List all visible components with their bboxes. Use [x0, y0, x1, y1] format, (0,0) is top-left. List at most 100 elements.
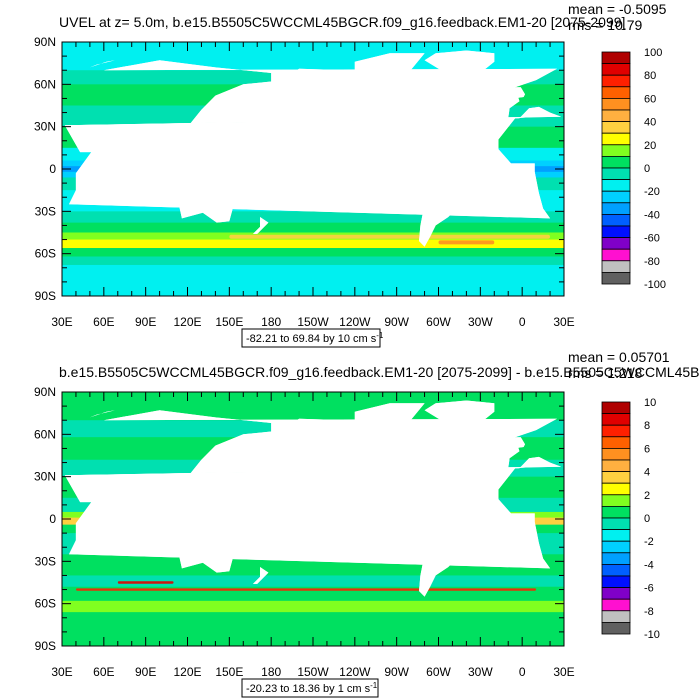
map-area	[61, 41, 565, 297]
colorbar-swatch	[601, 505, 631, 519]
colorbar-label: 0	[644, 163, 650, 175]
colorbar-label: 80	[644, 70, 656, 82]
colorbar-swatch	[601, 271, 631, 285]
colorbar-swatch	[601, 167, 631, 181]
colorbar-swatch	[601, 98, 631, 111]
latitude-label: 30N	[34, 120, 56, 134]
colorbar-label: -80	[644, 256, 660, 268]
longitude-label: 60W	[426, 665, 451, 679]
longitude-label: 90W	[384, 315, 409, 329]
longitude-label: 60E	[93, 665, 114, 679]
latitude-label: 30S	[35, 204, 56, 218]
colorbar-label: -100	[644, 279, 666, 291]
colorbar-label: 2	[644, 490, 650, 502]
longitude-label: 120W	[339, 315, 371, 329]
colorbar-swatch	[601, 86, 631, 99]
colorbar-label: 40	[644, 117, 656, 129]
colorbar-label: -4	[644, 559, 654, 571]
axis-ticks	[61, 391, 565, 647]
colorbar-label: -60	[644, 233, 660, 245]
colorbar-swatch	[601, 610, 631, 623]
colorbar-label: 4	[644, 467, 650, 479]
mean-value: mean = 0.05701	[568, 349, 670, 365]
colorbar-swatch	[601, 471, 631, 484]
colorbar-swatch	[601, 552, 631, 565]
range-label: -82.21 to 69.84 by 10 cm s-1	[241, 328, 384, 348]
longitude-label: 30W	[468, 665, 493, 679]
latitude-labels: 90N 60N 30N 0 30S 60S 90S	[34, 35, 56, 303]
colorbar-swatch	[601, 213, 631, 227]
panel-bottom: b.e15.B5505C5WCCML45BGCR.f09_g16.feedbac…	[34, 349, 700, 698]
latitude-labels: 90N 60N 30N 0 30S 60S 90S	[34, 385, 56, 653]
latitude-label: 0	[49, 162, 56, 176]
colorbar-swatch	[601, 401, 631, 415]
colorbar-label: -20	[644, 186, 660, 198]
colorbar-swatch	[601, 529, 631, 542]
rms-value: rms = 10.79	[568, 17, 643, 33]
svg-text:-20.23 to 18.36 by 1 cm s-1: -20.23 to 18.36 by 1 cm s-1	[246, 681, 378, 695]
latitude-label: 90S	[35, 289, 56, 303]
colorbar-swatch	[601, 51, 631, 65]
longitude-label: 90E	[135, 665, 156, 679]
longitude-label: 0	[519, 315, 526, 329]
mean-value: mean = -0.5095	[568, 1, 667, 17]
land-mask	[64, 50, 562, 247]
colorbar-label: 6	[644, 443, 650, 455]
longitude-label: 60W	[426, 315, 451, 329]
colorbar-swatch	[601, 517, 631, 531]
longitude-label: 150W	[297, 315, 329, 329]
latitude-label: 30N	[34, 470, 56, 484]
longitude-label: 60E	[93, 315, 114, 329]
longitude-label: 150W	[297, 665, 329, 679]
latitude-label: 60N	[34, 427, 56, 441]
colorbar-label: 60	[644, 93, 656, 105]
latitude-label: 90N	[34, 35, 56, 49]
range-label: -20.23 to 18.36 by 1 cm s-1	[241, 678, 379, 698]
colorbar-label: -8	[644, 606, 654, 618]
longitude-label: 30E	[51, 665, 72, 679]
longitude-label: 150E	[215, 665, 243, 679]
latitude-label: 30S	[35, 554, 56, 568]
colorbar: 100 80 60 40 20 0 -20 -40 -60 -80 -100	[601, 47, 666, 291]
latitude-label: 90S	[35, 639, 56, 653]
colorbar-swatch	[601, 622, 631, 635]
colorbar-label: 8	[644, 420, 650, 432]
colorbar-swatch	[601, 225, 631, 239]
colorbar-swatch	[601, 190, 631, 204]
colorbar-label: 0	[644, 513, 650, 525]
land-mask	[64, 400, 562, 597]
colorbar-label: 20	[644, 140, 656, 152]
colorbar-swatch	[601, 74, 631, 88]
colorbar-swatch	[601, 447, 631, 461]
colorbar-swatch	[601, 202, 631, 215]
longitude-label: 120E	[173, 665, 201, 679]
latitude-label: 60N	[34, 77, 56, 91]
rms-value: rms = 1.218	[568, 365, 643, 381]
longitude-label: 0	[519, 665, 526, 679]
colorbar-swatch	[601, 575, 631, 589]
colorbar-swatch	[601, 540, 631, 554]
longitude-label: 150E	[215, 315, 243, 329]
colorbar-swatch	[601, 413, 631, 426]
longitude-label: 30E	[51, 315, 72, 329]
colorbar-label: -10	[644, 629, 660, 641]
colorbar-swatch	[601, 587, 631, 600]
colorbar-label: -2	[644, 536, 654, 548]
colorbar-swatch	[601, 598, 631, 612]
colorbar-swatch	[601, 121, 631, 134]
colorbar-label: -40	[644, 209, 660, 221]
longitude-labels: 30E 60E 90E 120E 150E 180 150W 120W 90W 60W 30W 0 30…	[51, 665, 574, 679]
colorbar-swatch	[601, 237, 631, 250]
colorbar-swatch	[601, 63, 631, 76]
latitude-label: 60S	[35, 597, 56, 611]
longitude-label: 90E	[135, 315, 156, 329]
colorbar-swatch	[601, 109, 631, 123]
colorbar-swatch	[601, 424, 631, 438]
panel-top: UVEL at z= 5.0m, b.e15.B5505C5WCCML45BGC…	[34, 1, 667, 348]
longitude-labels: 30E 60E 90E 120E 150E 180 150W 120W 90W 60W 30W 0 30…	[51, 315, 574, 329]
latitude-label: 90N	[34, 385, 56, 399]
longitude-label: 180	[261, 315, 281, 329]
longitude-label: 30E	[553, 315, 574, 329]
colorbar: 10 8 6 4 2 0 -2 -4 -6 -8 -10	[601, 397, 660, 641]
